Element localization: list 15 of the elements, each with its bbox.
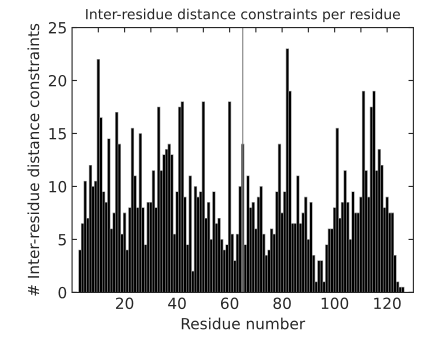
x-tick-label: 80	[273, 298, 291, 310]
x-tick-label: 120	[374, 298, 401, 310]
y-tick-label: 5	[58, 234, 66, 246]
y-tick-label: 20	[48, 74, 66, 87]
y-tick-label: 25	[48, 22, 66, 34]
x-tick-label: 40	[168, 298, 186, 310]
y-tick-label: 15	[49, 128, 66, 140]
chart-title: Inter-residue distance constraints per residue	[86, 8, 400, 22]
x-axis-title: Residue number	[182, 318, 306, 330]
y-tick-label: 10	[49, 180, 66, 192]
x-tick-label: 20	[116, 298, 134, 310]
y-axis-title: # Inter-residue distance constraints	[27, 24, 40, 296]
y-tick-label: 0	[58, 286, 66, 298]
x-tick-label: 60	[220, 298, 238, 310]
x-tick-label: 100	[322, 298, 348, 310]
